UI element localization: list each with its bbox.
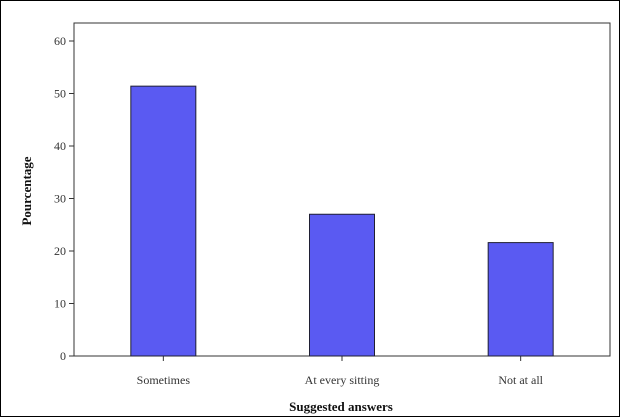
x-tick-label: Not at all: [498, 373, 543, 387]
bar-not-at-all: [487, 242, 554, 357]
x-axis: Sometimes At every sitting Not at all: [137, 356, 544, 387]
y-tick-label: 40: [54, 139, 66, 153]
bar-at-every-sitting: [309, 213, 375, 357]
y-tick-label: 60: [54, 34, 66, 48]
y-axis-title: Pourcentage: [19, 156, 34, 225]
x-tick-label: At every sitting: [305, 373, 380, 387]
x-tick-label: Sometimes: [137, 373, 191, 387]
y-tick-label: 50: [54, 87, 66, 101]
y-tick-label: 10: [54, 297, 66, 311]
x-axis-title: Suggested answers: [289, 399, 393, 414]
y-tick-label: 20: [54, 244, 66, 258]
y-axis: 0 10 20 30 40 50 60: [54, 34, 74, 363]
y-tick-label: 30: [54, 192, 66, 206]
bars: [130, 85, 554, 357]
bar-sometimes: [130, 85, 197, 357]
y-tick-label: 0: [60, 349, 66, 363]
